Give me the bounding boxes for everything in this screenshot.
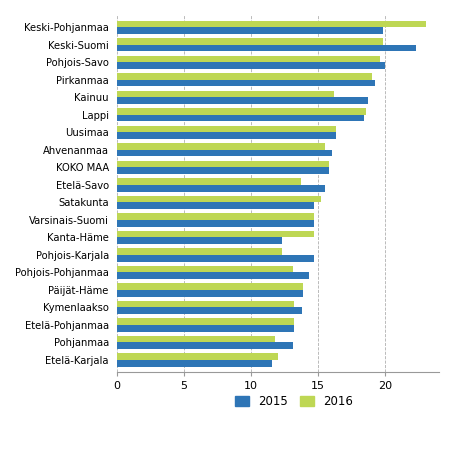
Bar [117,196,321,202]
Bar [117,342,292,349]
Bar [117,307,302,314]
Bar [117,45,416,51]
Bar [117,272,309,279]
Bar [117,248,282,255]
Bar [117,220,314,227]
Bar [117,213,314,220]
Bar [117,202,314,209]
Legend: 2015, 2016: 2015, 2016 [230,390,358,413]
Bar [117,126,336,132]
Bar [117,266,292,272]
Bar [117,108,366,115]
Bar [117,38,383,45]
Bar [117,353,278,360]
Bar [117,143,325,150]
Bar [117,185,325,192]
Bar [117,318,294,325]
Bar [117,97,368,104]
Bar [117,290,303,296]
Bar [117,150,331,157]
Bar [117,20,425,27]
Bar [117,255,314,262]
Bar [117,161,329,168]
Bar [117,237,282,244]
Bar [117,301,294,307]
Bar [117,115,364,122]
Bar [117,73,372,80]
Bar [117,62,385,69]
Bar [117,132,336,139]
Bar [117,80,375,86]
Bar [117,56,380,62]
Bar [117,178,301,185]
Bar [117,283,303,290]
Bar [117,231,314,237]
Bar [117,360,272,367]
Bar [117,91,334,97]
Bar [117,325,294,331]
Bar [117,336,275,342]
Bar [117,168,329,174]
Bar [117,27,383,34]
